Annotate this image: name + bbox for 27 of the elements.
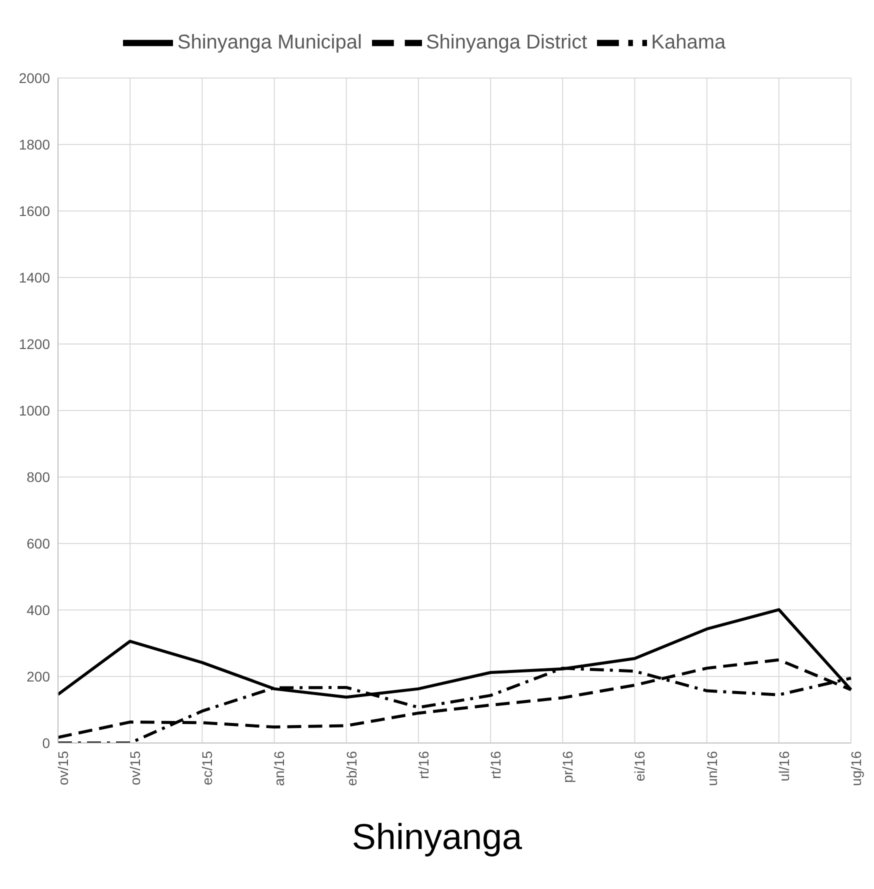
y-tick-label: 200 <box>26 668 50 684</box>
y-tick-label: 1000 <box>18 402 50 418</box>
x-tick-label: ec/15 <box>199 750 216 786</box>
x-tick-label: an/16 <box>271 750 288 786</box>
x-tick-label: ei/16 <box>632 750 648 782</box>
y-tick-label: 1800 <box>18 136 50 152</box>
y-tick-label: 0 <box>42 734 50 751</box>
text: Shinyanga <box>350 816 524 858</box>
legend-label: Kahama <box>651 31 726 54</box>
y-tick-label: 1400 <box>18 269 50 286</box>
x-tick-label: ov/15 <box>54 750 71 786</box>
y-tick-label: 1200 <box>18 336 50 352</box>
x-tick-label: ul/16 <box>776 750 792 782</box>
x-tick-label: ov/15 <box>127 750 144 786</box>
x-tick-label: un/16 <box>704 750 720 786</box>
y-tick-label: 400 <box>26 602 50 618</box>
y-tick-label: 1600 <box>18 202 50 219</box>
x-tick-label: rt/16 <box>487 750 504 780</box>
x-tick-label: pr/16 <box>560 750 576 783</box>
legend-label: Shinyanga Municipal <box>177 31 362 54</box>
x-tick-label: rt/16 <box>415 750 432 780</box>
legend-label: Shinyanga District <box>426 31 588 54</box>
y-tick-label: 600 <box>26 535 50 552</box>
y-tick-label: 2000 <box>18 70 50 86</box>
x-tick-label: eb/16 <box>343 750 360 786</box>
x-tick-label: ug/16 <box>848 750 864 786</box>
y-tick-label: 800 <box>26 468 50 485</box>
